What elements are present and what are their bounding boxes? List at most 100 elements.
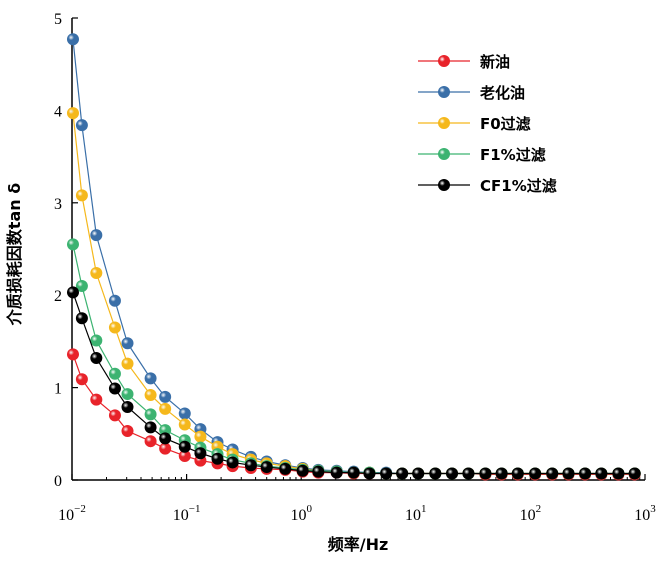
axes: 0 1 2 3 4 5 10−2 10−1 100 101 102 103 — [54, 11, 656, 524]
data-point — [512, 468, 524, 480]
data-point — [462, 468, 474, 480]
series-layer — [67, 33, 641, 480]
legend-label: F0过滤 — [480, 115, 531, 133]
series-line — [73, 39, 635, 473]
data-point — [76, 119, 88, 131]
data-point — [109, 322, 121, 334]
legend-marker — [438, 86, 450, 98]
series-line — [73, 113, 635, 473]
y-axis-title: 介质损耗因数tan δ — [5, 183, 24, 326]
legend-label: 新油 — [480, 53, 510, 71]
x-tick-label: 10−2 — [58, 503, 86, 524]
legend-label: 老化油 — [479, 84, 525, 102]
series-line — [73, 244, 635, 473]
data-point — [579, 468, 591, 480]
data-point — [67, 238, 79, 250]
data-point — [145, 421, 157, 433]
y-tick-label: 1 — [54, 381, 62, 398]
data-point — [194, 447, 206, 459]
data-point — [76, 189, 88, 201]
data-point — [90, 334, 102, 346]
legend-marker — [438, 117, 450, 129]
data-point — [612, 468, 624, 480]
data-point — [562, 468, 574, 480]
data-point — [412, 468, 424, 480]
data-point — [145, 435, 157, 447]
data-point — [380, 468, 392, 480]
data-point — [67, 33, 79, 45]
data-point — [67, 286, 79, 298]
x-axis-title: 频率/Hz — [328, 535, 389, 554]
data-point — [245, 459, 257, 471]
data-point — [159, 391, 171, 403]
data-point — [312, 466, 324, 478]
data-point — [159, 432, 171, 444]
legend-marker — [438, 148, 450, 160]
series-line — [73, 354, 635, 474]
data-point — [396, 468, 408, 480]
data-point — [145, 408, 157, 420]
data-point — [179, 407, 191, 419]
data-point — [109, 295, 121, 307]
data-point — [122, 337, 134, 349]
data-point — [496, 468, 508, 480]
data-point — [331, 467, 343, 479]
data-point — [109, 368, 121, 380]
legend-item: 老化油 — [418, 84, 525, 102]
data-point — [279, 463, 291, 475]
legend-item: F0过滤 — [418, 115, 531, 133]
data-point — [363, 468, 375, 480]
data-point — [90, 394, 102, 406]
x-tick-label: 101 — [405, 503, 427, 524]
data-point — [429, 468, 441, 480]
data-point — [261, 461, 273, 473]
data-point — [145, 389, 157, 401]
data-point — [76, 373, 88, 385]
data-point — [179, 441, 191, 453]
legend-label: F1%过滤 — [480, 146, 546, 164]
data-point — [67, 348, 79, 360]
series-line — [73, 292, 635, 473]
data-point — [629, 468, 641, 480]
data-point — [122, 425, 134, 437]
data-point — [194, 431, 206, 443]
data-point — [159, 403, 171, 415]
data-point — [297, 465, 309, 477]
data-point — [109, 383, 121, 395]
data-point — [67, 107, 79, 119]
data-point — [179, 419, 191, 431]
y-tick-label: 5 — [54, 11, 62, 28]
data-point — [479, 468, 491, 480]
data-point — [227, 456, 239, 468]
data-point — [595, 468, 607, 480]
data-point — [529, 468, 541, 480]
legend-item: 新油 — [418, 53, 510, 71]
data-point — [122, 401, 134, 413]
data-point — [211, 453, 223, 465]
legend-item: F1%过滤 — [418, 146, 546, 164]
data-point — [145, 372, 157, 384]
data-point — [90, 352, 102, 364]
legend-label: CF1%过滤 — [480, 177, 557, 195]
data-point — [90, 229, 102, 241]
y-tick-label: 2 — [54, 288, 62, 305]
data-point — [109, 409, 121, 421]
data-point — [546, 468, 558, 480]
data-point — [76, 312, 88, 324]
x-tick-label: 103 — [634, 503, 656, 524]
y-tick-label: 3 — [54, 196, 62, 213]
data-point — [348, 467, 360, 479]
y-tick-label: 0 — [54, 473, 62, 490]
data-point — [122, 388, 134, 400]
legend-item: CF1%过滤 — [418, 177, 557, 195]
y-tick-label: 4 — [54, 103, 62, 120]
x-tick-label: 100 — [290, 503, 312, 524]
legend-marker — [438, 55, 450, 67]
x-tick-label: 10−1 — [173, 503, 201, 524]
data-point — [90, 267, 102, 279]
data-point — [446, 468, 458, 480]
legend-marker — [438, 179, 450, 191]
x-tick-label: 102 — [520, 503, 542, 524]
